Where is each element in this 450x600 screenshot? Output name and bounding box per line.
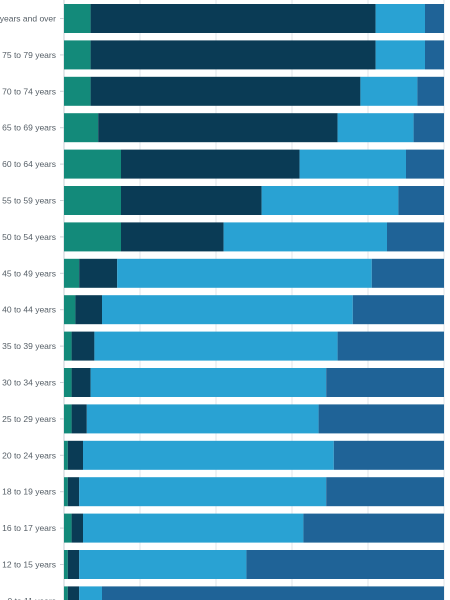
bar-segment-2[interactable] bbox=[90, 4, 376, 33]
bar-segment-4[interactable] bbox=[417, 76, 444, 106]
bar-segment-1[interactable] bbox=[64, 258, 80, 288]
bar-segment-4[interactable] bbox=[352, 295, 444, 325]
bar-segment-1[interactable] bbox=[64, 331, 72, 361]
bar-segment-3[interactable] bbox=[83, 513, 304, 543]
bar-segment-3[interactable] bbox=[86, 404, 319, 434]
category-label: 30 to 34 years bbox=[2, 378, 56, 388]
category-label: 12 to 15 years bbox=[2, 560, 56, 570]
bar-segment-3[interactable] bbox=[375, 4, 425, 33]
bar-segment-2[interactable] bbox=[121, 186, 262, 215]
bar-segment-4[interactable] bbox=[337, 331, 444, 361]
bar-segment-3[interactable] bbox=[79, 477, 327, 507]
bar-segment-4[interactable] bbox=[425, 40, 444, 70]
bar-segment-3[interactable] bbox=[337, 113, 414, 143]
bar-segment-4[interactable] bbox=[318, 404, 444, 434]
bar-segment-2[interactable] bbox=[98, 113, 338, 143]
bar-segment-1[interactable] bbox=[64, 149, 121, 179]
category-label: 18 to 19 years bbox=[2, 487, 56, 497]
bar-segment-2[interactable] bbox=[71, 331, 95, 361]
category-label: 25 to 29 years bbox=[2, 414, 56, 424]
category-label: 40 to 44 years bbox=[2, 305, 56, 315]
bars bbox=[64, 4, 444, 600]
bar-segment-2[interactable] bbox=[90, 76, 361, 106]
bar-segment-1[interactable] bbox=[64, 76, 91, 106]
bar-segment-1[interactable] bbox=[64, 550, 68, 579]
bar-segment-4[interactable] bbox=[406, 149, 444, 179]
bar-segment-4[interactable] bbox=[387, 222, 444, 252]
category-label: 45 to 49 years bbox=[2, 268, 56, 278]
category-label: 75 to 79 years bbox=[2, 50, 56, 60]
bar-segment-2[interactable] bbox=[71, 513, 83, 543]
bar-segment-1[interactable] bbox=[64, 477, 68, 507]
bar-segment-3[interactable] bbox=[94, 331, 338, 361]
bar-segment-2[interactable] bbox=[79, 258, 118, 288]
bar-segment-2[interactable] bbox=[67, 586, 80, 600]
bar-segment-3[interactable] bbox=[299, 149, 406, 179]
category-label: 65 to 69 years bbox=[2, 123, 56, 133]
bar-segment-2[interactable] bbox=[67, 477, 80, 507]
bar-segment-4[interactable] bbox=[326, 477, 444, 507]
bar-segment-3[interactable] bbox=[375, 40, 425, 70]
bar-segment-1[interactable] bbox=[64, 40, 91, 70]
bar-segment-3[interactable] bbox=[102, 295, 353, 325]
bar-segment-3[interactable] bbox=[360, 76, 418, 106]
bar-segment-4[interactable] bbox=[102, 586, 444, 600]
bar-segment-2[interactable] bbox=[90, 40, 376, 70]
category-label: 0 to 11 years bbox=[7, 596, 56, 600]
bar-segment-4[interactable] bbox=[371, 258, 444, 288]
bar-segment-3[interactable] bbox=[79, 586, 102, 600]
bar-segment-2[interactable] bbox=[121, 222, 224, 252]
bar-segment-1[interactable] bbox=[64, 440, 68, 470]
bar-segment-3[interactable] bbox=[90, 368, 327, 397]
category-label: 20 to 24 years bbox=[2, 450, 56, 460]
bar-segment-4[interactable] bbox=[413, 113, 444, 143]
bar-segment-1[interactable] bbox=[64, 513, 72, 543]
bar-segment-4[interactable] bbox=[333, 440, 444, 470]
bar-segment-2[interactable] bbox=[71, 404, 87, 434]
bar-segment-3[interactable] bbox=[83, 440, 334, 470]
bar-segment-2[interactable] bbox=[75, 295, 102, 325]
category-label: 50 to 54 years bbox=[2, 232, 56, 242]
bar-segment-1[interactable] bbox=[64, 222, 121, 252]
category-label: 70 to 74 years bbox=[2, 86, 56, 96]
bar-segment-1[interactable] bbox=[64, 113, 99, 143]
category-tick-labels: 80 years and over 75 to 79 years 70 to 74 … bbox=[0, 14, 56, 600]
bar-segment-4[interactable] bbox=[398, 186, 444, 215]
bar-segment-4[interactable] bbox=[246, 550, 444, 579]
bar-segment-3[interactable] bbox=[117, 258, 372, 288]
bar-segment-3[interactable] bbox=[79, 550, 247, 579]
bar-segment-1[interactable] bbox=[64, 368, 72, 397]
bar-segment-4[interactable] bbox=[303, 513, 444, 543]
bar-segment-1[interactable] bbox=[64, 295, 76, 325]
bar-segment-1[interactable] bbox=[64, 186, 121, 215]
bar-segment-2[interactable] bbox=[121, 149, 300, 179]
bar-segment-4[interactable] bbox=[425, 4, 444, 33]
category-label: 35 to 39 years bbox=[2, 341, 56, 351]
category-label: 80 years and over bbox=[0, 14, 56, 24]
bar-segment-1[interactable] bbox=[64, 4, 91, 33]
bar-segment-1[interactable] bbox=[64, 404, 72, 434]
category-label: 60 to 64 years bbox=[2, 159, 56, 169]
bar-segment-2[interactable] bbox=[67, 440, 83, 470]
bar-segment-3[interactable] bbox=[261, 186, 399, 215]
category-label: 55 to 59 years bbox=[2, 196, 56, 206]
bar-segment-1[interactable] bbox=[64, 586, 68, 600]
category-label: 16 to 17 years bbox=[2, 523, 56, 533]
bar-segment-4[interactable] bbox=[326, 368, 444, 397]
bar-segment-3[interactable] bbox=[223, 222, 387, 252]
bar-segment-2[interactable] bbox=[67, 550, 80, 579]
bar-segment-2[interactable] bbox=[71, 368, 91, 397]
